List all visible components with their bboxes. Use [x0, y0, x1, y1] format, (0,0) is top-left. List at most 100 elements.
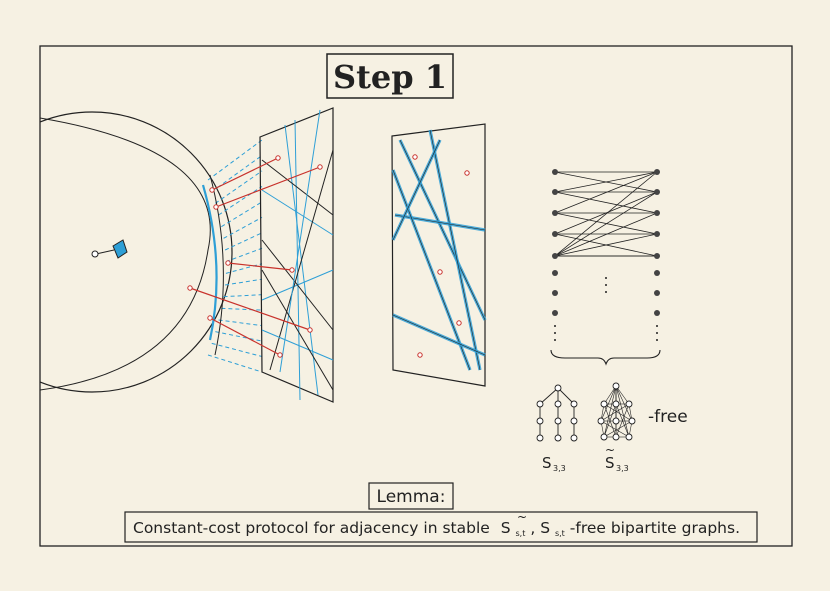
red-point [317, 164, 323, 170]
bipartite-edge [554, 171, 658, 214]
red-connector [227, 262, 293, 271]
statement-s: S [501, 519, 511, 537]
tree-vertex [536, 400, 544, 408]
panel-one [259, 107, 334, 403]
left-vertex [552, 270, 558, 276]
tilde-vertex [628, 417, 636, 425]
svg-text:S: S [542, 454, 552, 472]
dashed-line [223, 216, 263, 239]
dashed-line [207, 354, 263, 373]
tree-vertex [570, 417, 578, 425]
tilde-vertex [625, 400, 633, 408]
curved-boundary [201, 184, 218, 341]
dashed-line [215, 331, 263, 342]
dashed-line [223, 294, 263, 298]
ellipsis-dot [554, 339, 556, 341]
red-point [277, 352, 283, 358]
left-vertex [552, 290, 558, 296]
tilde-vertex [625, 433, 633, 441]
panel-two [391, 123, 487, 387]
red-point [225, 260, 231, 266]
panel-line [261, 329, 334, 361]
tilde-vertex [597, 417, 605, 425]
forbidden-subgraph-s [536, 384, 578, 442]
statement-box: Constant-cost protocol for adjacency in … [124, 510, 758, 543]
ellipsis-dot [656, 332, 658, 334]
ellipsis-dot [656, 325, 658, 327]
left-vertex [552, 231, 558, 237]
svg-text:3,3: 3,3 [616, 464, 629, 473]
bipartite-edge [554, 191, 658, 235]
red-point [456, 320, 462, 326]
right-vertex [654, 253, 660, 259]
red-point [209, 187, 215, 193]
statement-s-tilde: S [540, 519, 550, 537]
red-point [464, 170, 470, 176]
dashed-line [225, 278, 263, 286]
hatched-edge [429, 129, 481, 371]
tilde-vertex [612, 400, 620, 408]
tilde-vertex [612, 417, 620, 425]
bipartite-edge [554, 191, 658, 257]
hatched-edge [392, 169, 471, 371]
bipartite-edge [554, 171, 658, 257]
outer-frame [39, 45, 793, 547]
tree-vertex [554, 400, 562, 408]
svg-text:~: ~ [517, 510, 527, 524]
bipartite-edge [554, 191, 658, 214]
panel-line [261, 269, 334, 391]
tilde-vertex [600, 400, 608, 408]
panel-line [279, 109, 321, 373]
dashed-line [218, 319, 263, 327]
right-vertex [654, 189, 660, 195]
tree-vertex [554, 434, 562, 442]
statement-text: Constant-cost protocol for adjacency in … [133, 519, 740, 540]
brace [550, 349, 661, 366]
dashed-line [218, 185, 263, 216]
dashed-line [225, 263, 263, 274]
observer-icon [91, 239, 128, 259]
dashed-line [211, 342, 263, 358]
panel-line [261, 189, 334, 236]
dashed-line [221, 201, 263, 228]
bipartite-edge [554, 212, 658, 257]
ellipsis-dot [656, 339, 658, 341]
panel-line [261, 159, 334, 216]
ellipsis-dot [554, 332, 556, 334]
hatched-edge [399, 139, 486, 321]
tree-vertex [536, 434, 544, 442]
right-vertex [654, 169, 660, 175]
red-point [207, 315, 213, 321]
ellipsis-dot [605, 277, 607, 279]
dashed-line [215, 170, 263, 204]
red-connector [209, 317, 281, 356]
bipartite-graph [552, 169, 660, 341]
tilde-vertex [612, 382, 620, 390]
ball-region [40, 111, 233, 393]
title-text: Step 1 [333, 58, 447, 96]
left-vertex [552, 210, 558, 216]
label-s33-tilde: S ~ 3,3 [605, 443, 629, 473]
hatched-edge [392, 314, 486, 356]
svg-text:3,3: 3,3 [553, 464, 566, 473]
statement-prefix: Constant-cost protocol for adjacency in … [133, 519, 490, 537]
left-vertex [552, 253, 558, 259]
red-connectors [187, 155, 323, 358]
right-vertex [654, 270, 660, 276]
svg-text:~: ~ [605, 443, 615, 457]
dashed-line [221, 307, 263, 311]
right-vertex [654, 310, 660, 316]
ellipsis-dot [554, 325, 556, 327]
tilde-vertex [600, 433, 608, 441]
left-vertex [552, 189, 558, 195]
red-point [417, 352, 423, 358]
svg-text:S: S [605, 454, 615, 472]
tree-vertex [554, 417, 562, 425]
red-point [187, 285, 193, 291]
free-text: -free [648, 407, 688, 427]
ellipsis-dot [605, 284, 607, 286]
lemma-box: Lemma: [368, 482, 454, 510]
red-connector [215, 166, 321, 208]
